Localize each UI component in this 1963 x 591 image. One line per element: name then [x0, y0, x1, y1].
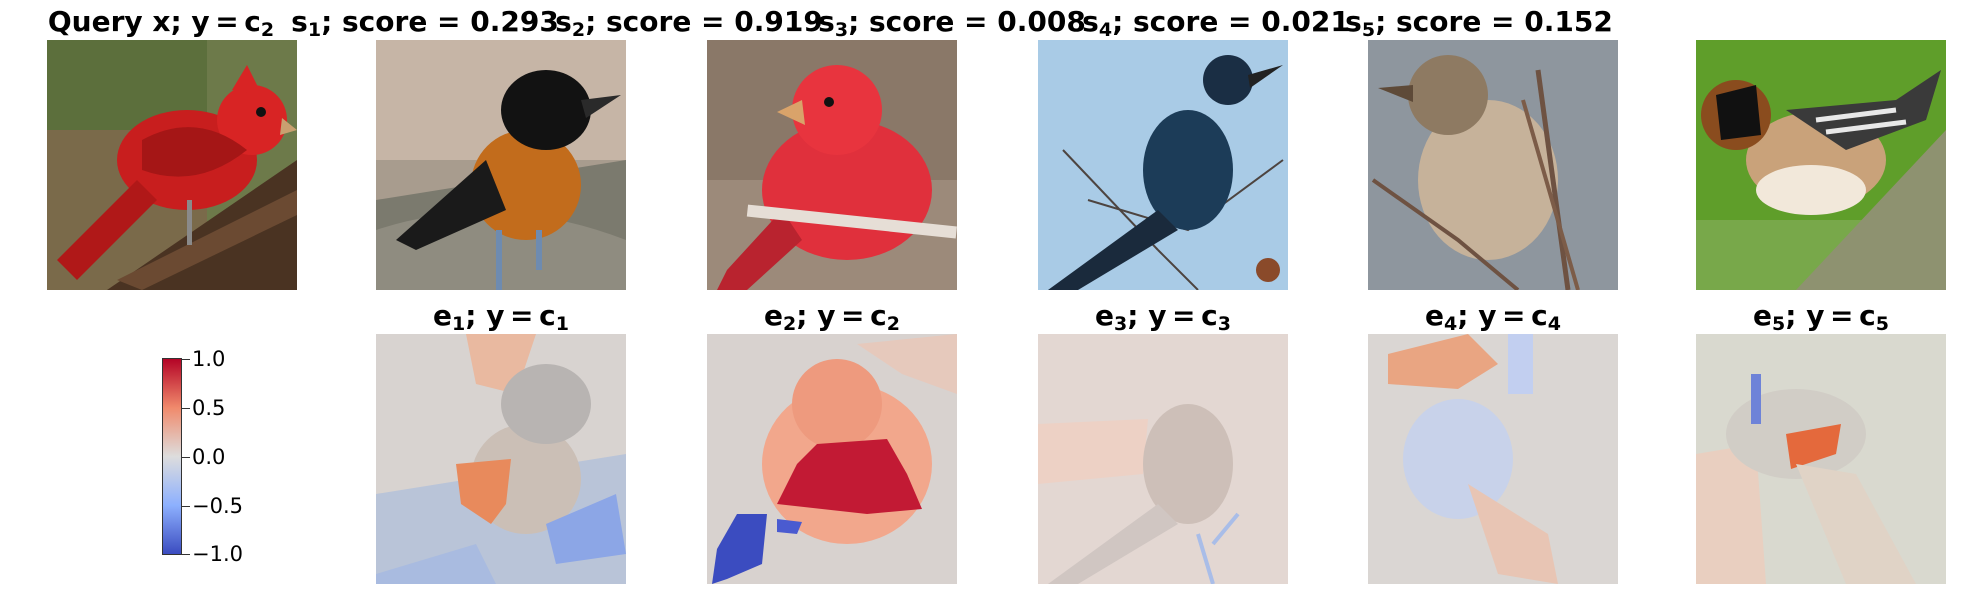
sample-4-image — [1368, 40, 1618, 290]
colorbar-label: 0.0 — [192, 445, 226, 469]
explanation-2-heatmap — [707, 334, 957, 584]
colorbar-tick — [182, 408, 190, 409]
explanation-3-heatmap — [1038, 334, 1288, 584]
explanation-5-title: e5; y = c5 — [1753, 299, 1889, 335]
explanation-4-heatmap — [1368, 334, 1618, 584]
sample-1-image — [376, 40, 626, 290]
query-title: Query x; y = c2 — [47, 5, 275, 41]
sample-3-title: s3; score = 0.008 — [818, 5, 1086, 41]
explanation-4-title: e4; y = c4 — [1425, 299, 1561, 335]
sample-2-image — [707, 40, 957, 290]
explanation-1-title: e1; y = c1 — [433, 299, 569, 335]
colorbar-tick — [182, 359, 190, 360]
colorbar-tick — [182, 506, 190, 507]
explanation-3-title: e3; y = c3 — [1095, 299, 1231, 335]
colorbar-label: 1.0 — [192, 347, 226, 371]
colorbar-label: −1.0 — [192, 542, 243, 566]
colorbar-label: −0.5 — [192, 494, 243, 518]
colorbar — [162, 358, 182, 555]
sample-5-title: s5; score = 0.152 — [1345, 5, 1613, 41]
explanation-5-heatmap — [1696, 334, 1946, 584]
explanation-2-title: e2; y = c2 — [764, 299, 900, 335]
colorbar-tick — [182, 457, 190, 458]
explanation-1-heatmap — [376, 334, 626, 584]
query-image — [47, 40, 297, 290]
sample-1-title: s1; score = 0.293 — [291, 5, 559, 41]
sample-2-title: s2; score = 0.919 — [555, 5, 823, 41]
colorbar-label: 0.5 — [192, 396, 226, 420]
sample-4-title: s4; score = 0.021 — [1082, 5, 1350, 41]
colorbar-tick — [182, 554, 190, 555]
sample-3-image — [1038, 40, 1288, 290]
sample-5-image — [1696, 40, 1946, 290]
